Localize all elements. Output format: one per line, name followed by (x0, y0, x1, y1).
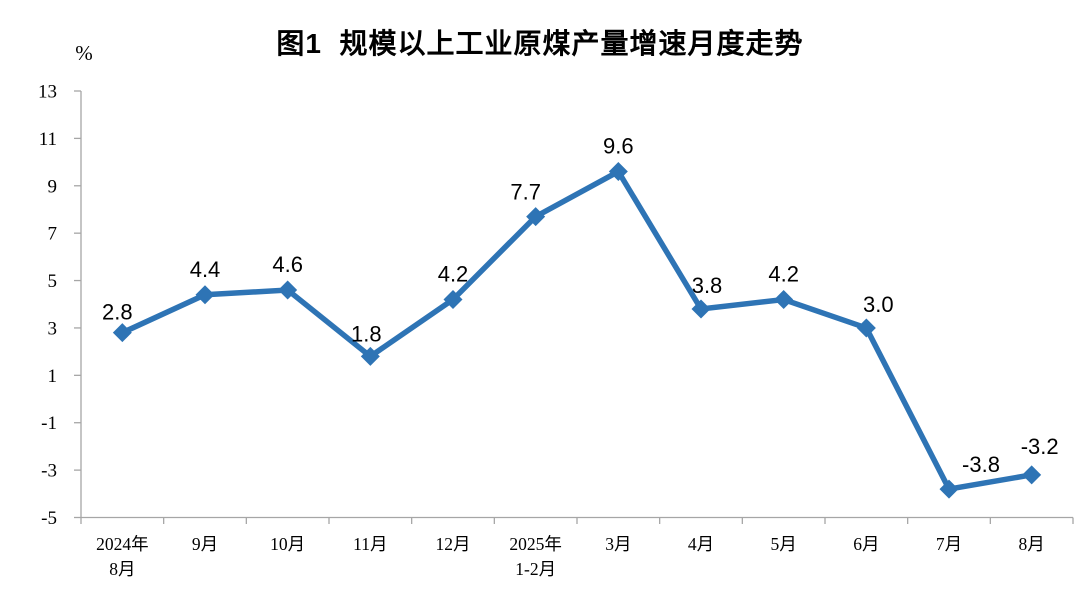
data-point-marker (608, 162, 628, 182)
data-point-label: 3.8 (692, 273, 723, 298)
data-point-label: 1.8 (351, 321, 382, 346)
x-category-label: 11月 (353, 534, 387, 554)
data-point-marker (526, 207, 546, 227)
y-tick-label: 11 (39, 129, 57, 150)
y-tick-label: 7 (48, 224, 58, 245)
x-category-label: 5月 (771, 534, 797, 554)
data-point-label: -3.2 (1021, 434, 1059, 459)
data-point-marker (195, 285, 215, 305)
data-point-marker (691, 299, 711, 319)
x-category-label: 8月 (1019, 534, 1045, 554)
x-category-label: 1-2月 (515, 559, 556, 579)
data-point-marker (856, 318, 876, 338)
data-point-label: 9.6 (603, 134, 634, 159)
data-point-marker (278, 280, 298, 300)
data-point-label: 4.4 (190, 257, 221, 282)
data-point-label: -3.8 (962, 452, 1000, 477)
data-point-marker (774, 290, 794, 310)
x-category-label: 8月 (109, 559, 135, 579)
data-point-label: 4.2 (438, 262, 469, 287)
y-tick-label: 1 (48, 366, 58, 387)
data-point-marker (1022, 465, 1042, 485)
x-category-label: 10月 (270, 534, 305, 554)
data-point-marker (360, 346, 380, 366)
y-tick-label: -1 (41, 413, 57, 434)
y-tick-label: -5 (41, 508, 57, 529)
y-tick-label: 13 (38, 82, 57, 103)
x-category-label: 9月 (192, 534, 218, 554)
x-category-label: 6月 (853, 534, 879, 554)
data-point-label: 4.2 (768, 262, 799, 287)
x-category-label: 3月 (605, 534, 631, 554)
data-point-marker (443, 290, 463, 310)
y-tick-label: -3 (41, 461, 57, 482)
y-axis-unit-label: % (75, 41, 93, 65)
data-point-label: 3.0 (863, 292, 894, 317)
x-category-label: 7月 (936, 534, 962, 554)
x-category-label: 4月 (688, 534, 714, 554)
x-category-label: 12月 (436, 534, 471, 554)
data-point-marker (939, 479, 959, 499)
data-point-label: 2.8 (102, 300, 133, 325)
data-point-marker (112, 323, 132, 343)
y-tick-label: 5 (48, 271, 58, 292)
y-tick-label: 3 (48, 318, 58, 339)
x-category-label: 2025年 (509, 534, 562, 554)
x-category-label: 2024年 (96, 534, 149, 554)
data-line (119, 167, 1035, 493)
chart-title: 图1 规模以上工业原煤产量增速月度走势 (276, 28, 804, 59)
data-point-label: 7.7 (510, 180, 541, 205)
data-point-label: 4.6 (272, 252, 303, 277)
y-tick-label: 9 (48, 176, 58, 197)
